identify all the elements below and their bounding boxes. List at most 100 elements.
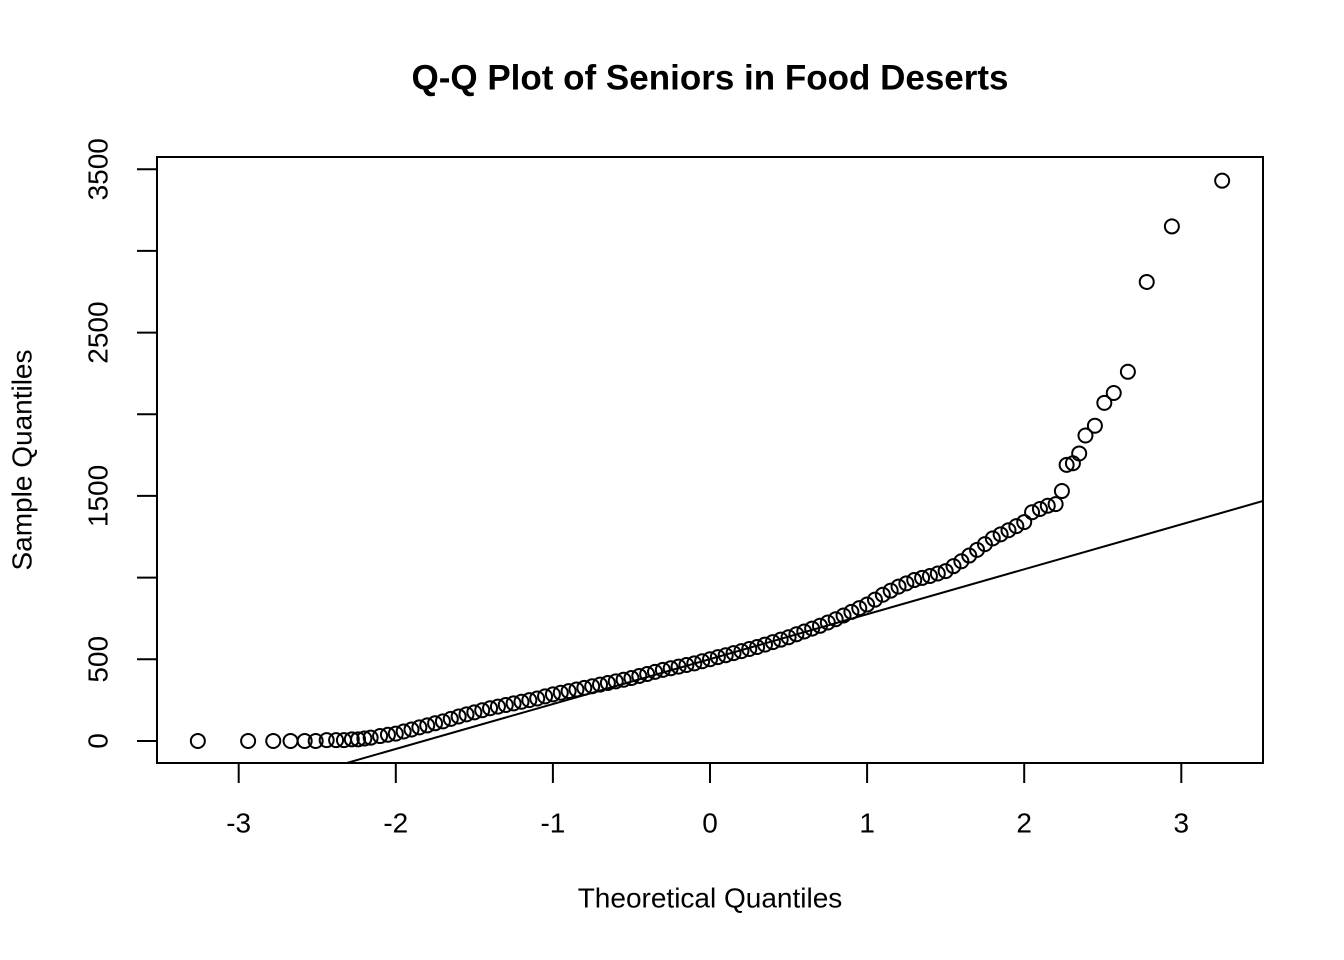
point — [240, 732, 257, 749]
point — [992, 526, 1009, 543]
point — [458, 706, 475, 723]
point — [1119, 363, 1136, 380]
point — [489, 698, 506, 715]
point — [882, 582, 899, 599]
point — [1016, 514, 1033, 531]
point — [859, 596, 876, 613]
point — [343, 731, 360, 748]
point — [702, 651, 718, 668]
x-tick-label: -1 — [540, 807, 565, 838]
x-tick-label: 2 — [1016, 807, 1032, 838]
point — [592, 676, 609, 693]
point — [623, 670, 640, 687]
point — [804, 620, 821, 637]
point — [788, 626, 805, 643]
point — [350, 731, 367, 748]
point — [851, 600, 868, 617]
point — [1053, 483, 1070, 500]
point — [827, 611, 844, 628]
point — [631, 667, 648, 684]
x-tick-label: 3 — [1174, 807, 1190, 838]
point — [1214, 172, 1231, 189]
point — [584, 678, 601, 695]
point — [756, 636, 773, 653]
point — [1096, 394, 1113, 411]
point — [411, 719, 428, 736]
reference-line — [343, 500, 1263, 763]
x-tick-label: 1 — [859, 807, 875, 838]
point — [1039, 497, 1056, 514]
point — [537, 688, 554, 705]
point — [356, 730, 373, 747]
point — [1047, 496, 1064, 513]
point — [929, 565, 946, 582]
point — [615, 671, 632, 688]
point — [419, 717, 436, 734]
point — [474, 702, 491, 719]
point — [1024, 504, 1041, 521]
point — [189, 732, 206, 749]
point — [725, 645, 742, 662]
point — [639, 665, 656, 682]
point — [450, 708, 467, 725]
point — [529, 690, 546, 707]
point — [560, 683, 577, 700]
point — [372, 728, 389, 745]
point — [898, 575, 915, 592]
point — [607, 673, 624, 690]
point — [835, 607, 852, 624]
y-tick-label: 2500 — [82, 301, 113, 363]
point — [654, 661, 671, 678]
point — [328, 732, 345, 749]
point — [427, 715, 444, 732]
point — [811, 617, 828, 634]
point — [307, 732, 324, 749]
y-tick-label: 1500 — [82, 465, 113, 527]
point — [937, 563, 954, 580]
point — [362, 729, 379, 746]
point — [819, 614, 836, 631]
point — [921, 567, 938, 584]
point — [466, 704, 483, 721]
point — [513, 693, 530, 710]
point — [1077, 427, 1094, 444]
point — [1000, 522, 1017, 539]
point — [395, 723, 412, 740]
point — [717, 647, 734, 664]
plot-frame — [156, 156, 1264, 764]
point — [1008, 518, 1025, 535]
point — [265, 732, 282, 749]
point — [403, 721, 420, 738]
point — [1071, 445, 1088, 462]
point — [890, 578, 907, 595]
point — [843, 603, 860, 620]
point — [647, 663, 664, 680]
chart-title: Q-Q Plot of Seniors in Food Deserts — [412, 58, 1009, 97]
point — [296, 732, 313, 749]
x-axis-label: Theoretical Quantiles — [578, 882, 843, 913]
point — [1105, 385, 1122, 402]
point — [709, 649, 726, 666]
x-tick-label: -2 — [383, 807, 408, 838]
point — [678, 656, 695, 673]
point — [442, 710, 459, 727]
point — [544, 686, 561, 703]
point — [1058, 456, 1075, 473]
point — [1138, 273, 1155, 290]
point — [780, 629, 797, 646]
point — [749, 639, 766, 656]
y-tick-label: 0 — [82, 733, 113, 749]
point — [521, 692, 538, 709]
point — [379, 726, 396, 743]
point — [568, 681, 585, 698]
point — [866, 591, 883, 608]
point — [505, 695, 522, 712]
point — [764, 634, 781, 651]
point — [662, 660, 679, 677]
point — [1086, 417, 1103, 434]
point — [984, 530, 1001, 547]
point — [434, 713, 451, 730]
y-tick-label: 500 — [82, 636, 113, 683]
